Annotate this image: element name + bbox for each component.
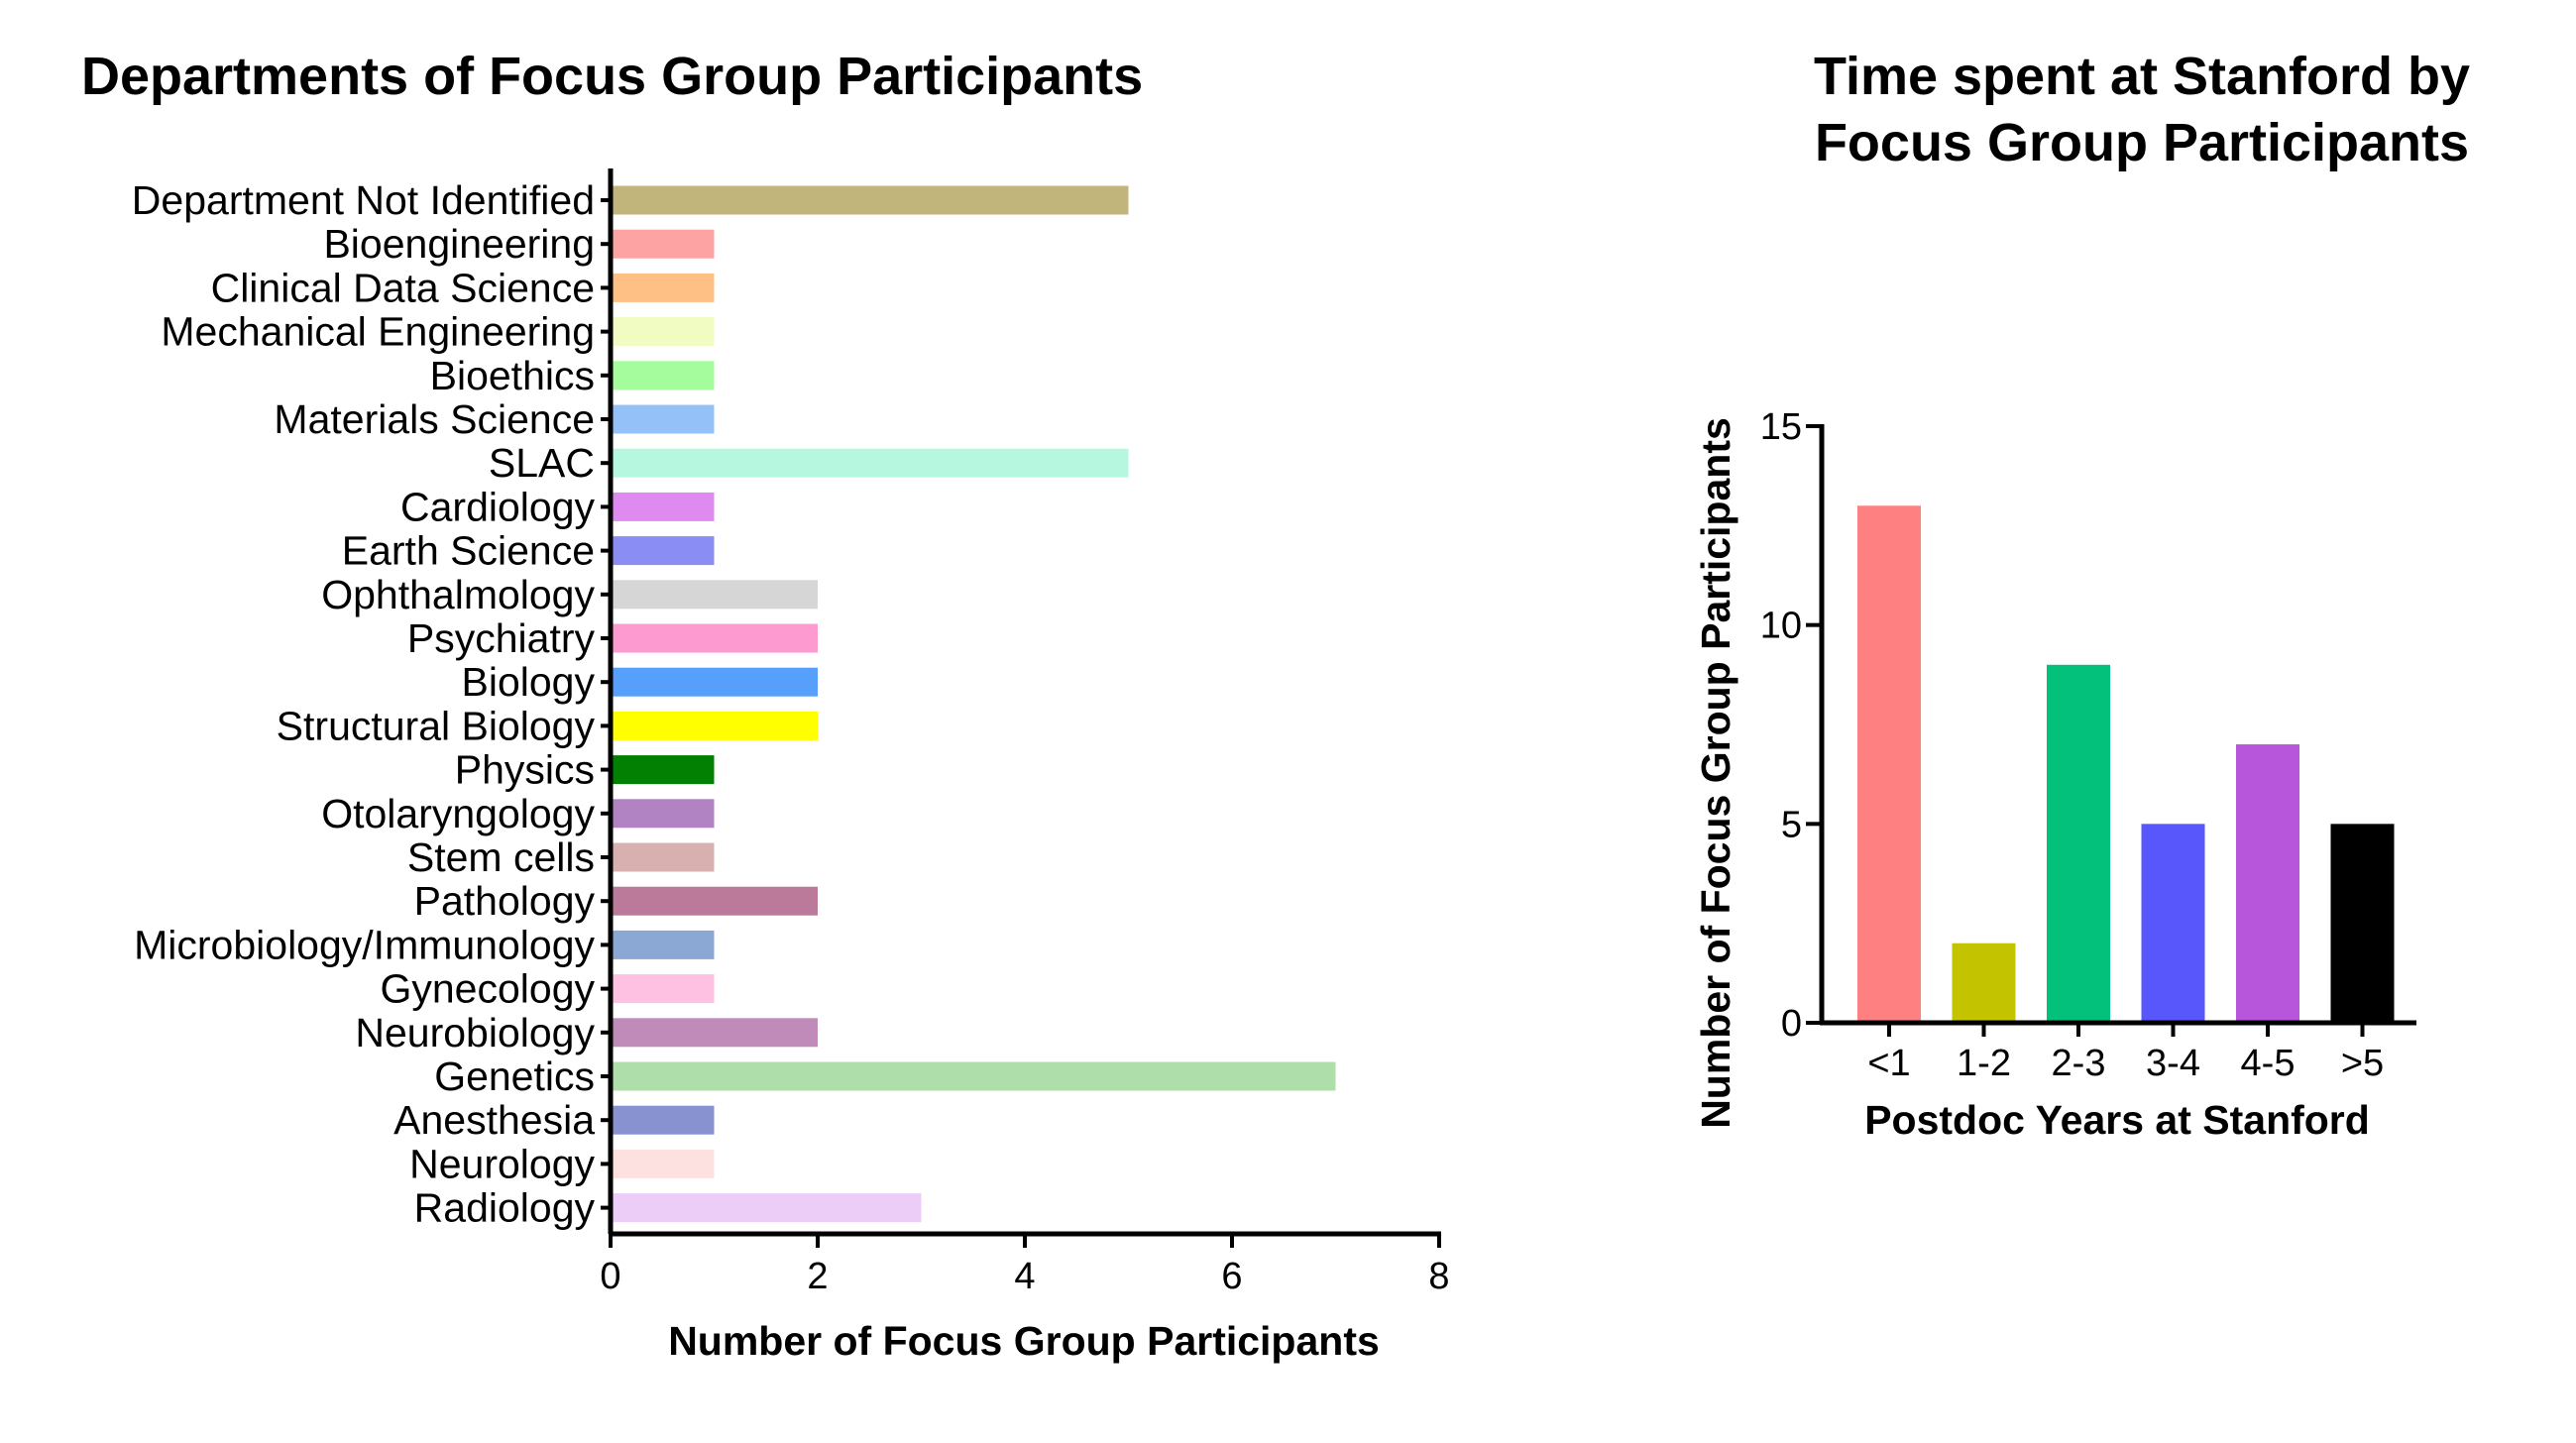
departments-category-labels: Department Not IdentifiedBioengineeringC… [132,177,596,1231]
department-label: Anesthesia [393,1097,595,1143]
department-bar [611,404,715,434]
department-bar [611,492,715,521]
department-label: Genetics [434,1054,595,1099]
department-label: Stem cells [407,834,595,880]
x-tick-label: <1 [1867,1043,1910,1084]
x-tick-label: 3-4 [2146,1043,2200,1084]
department-bar [611,273,715,302]
x-tick-label: 8 [1428,1256,1449,1297]
department-label: Otolaryngology [321,791,595,836]
years-bar [2330,824,2395,1023]
department-bar [611,755,715,785]
department-label: Bioengineering [323,221,595,267]
department-label: Clinical Data Science [211,265,595,310]
department-label: SLAC [489,440,595,486]
x-tick-label: 4-5 [2241,1043,2296,1084]
department-label: Neurology [409,1141,595,1186]
time-y-axis-title: Number of Focus Group Participants [1693,417,1738,1129]
department-bar [611,711,818,740]
department-label: Physics [455,747,595,793]
time-x-ticks: <1 1-2 2-3 3-4 4-5 >5 [1867,1023,2384,1084]
department-bar [611,1061,1336,1091]
department-label: Ophthalmology [321,572,595,617]
department-bar [611,799,715,829]
department-bar [611,1018,818,1048]
department-bar [611,448,1129,478]
x-tick-label: 6 [1221,1256,1242,1297]
department-label: Bioethics [430,353,595,398]
department-label: Biology [462,659,596,705]
x-tick-label: >5 [2341,1043,2384,1084]
department-bar [611,623,818,653]
department-label: Pathology [414,878,596,924]
department-label: Gynecology [380,966,595,1012]
years-bar [1857,505,1921,1023]
department-bar [611,1105,715,1135]
department-label: Psychiatry [407,615,596,661]
department-bar [611,667,818,697]
y-tick-label: 10 [1760,606,1802,647]
years-bar [2141,824,2205,1023]
y-tick-label: 15 [1760,406,1802,448]
y-tick-label: 0 [1781,1003,1802,1045]
department-bar [611,229,715,259]
department-bar [611,536,715,566]
x-tick-label: 1-2 [1957,1043,2011,1084]
department-bar [611,361,715,390]
department-bar [611,580,818,610]
department-label: Materials Science [274,396,595,442]
department-label: Structural Biology [277,703,596,748]
department-label: Mechanical Engineering [161,309,595,355]
departments-chart: Departments of Focus Group Participants … [81,47,1450,1364]
department-bar [611,886,818,916]
time-y-ticks: 0 5 10 15 [1760,406,1822,1045]
department-label: Department Not Identified [132,177,595,223]
x-tick-label: 4 [1014,1256,1035,1297]
years-bar [2236,744,2299,1023]
departments-bars [611,185,1336,1223]
department-bar [611,1193,922,1223]
x-tick-label: 2-3 [2052,1043,2106,1084]
years-bar [1952,943,2016,1023]
department-label: Neurobiology [355,1010,595,1055]
time-chart-title-line-1: Time spent at Stanford by [1814,47,2470,106]
department-bar [611,317,715,347]
department-label: Cardiology [400,484,595,529]
department-bar [611,1149,715,1178]
departments-x-ticks: 0 2 4 6 8 [600,1234,1450,1297]
time-chart-title-line-2: Focus Group Participants [1815,113,2469,172]
department-label: Earth Science [342,528,595,574]
departments-chart-title: Departments of Focus Group Participants [81,47,1143,106]
x-tick-label: 2 [807,1256,828,1297]
department-label: Radiology [414,1185,596,1231]
department-label: Microbiology/Immunology [134,922,595,967]
department-bar [611,930,715,959]
y-tick-label: 5 [1781,804,1802,845]
time-axes [1819,424,2416,1026]
departments-x-axis-title: Number of Focus Group Participants [668,1318,1380,1364]
x-tick-label: 0 [600,1256,620,1297]
years-bar [2047,664,2110,1023]
department-bar [611,842,715,872]
time-x-axis-title: Postdoc Years at Stanford [1864,1097,2370,1143]
time-at-stanford-chart: Time spent at Stanford by Focus Group Pa… [1693,47,2470,1143]
department-bar [611,974,715,1004]
time-bars [1857,505,2395,1023]
department-bar [611,185,1129,215]
